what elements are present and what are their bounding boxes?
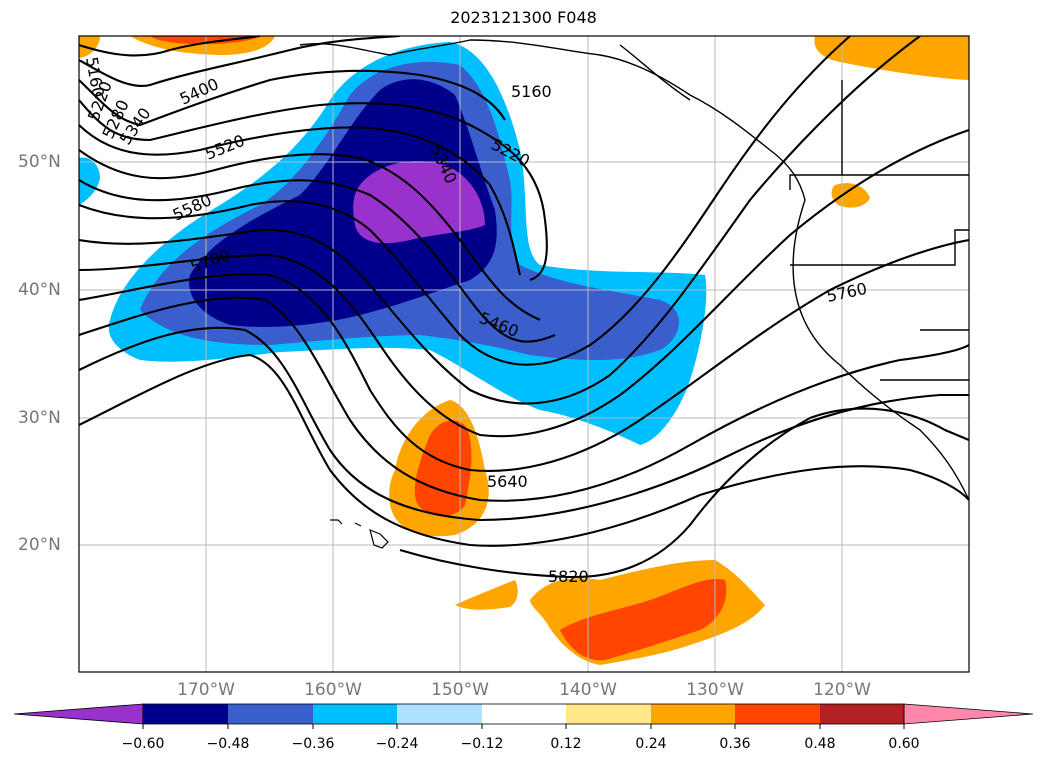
lon-label: 170°W (177, 680, 235, 700)
colorbar-tick-label: 0.12 (550, 736, 582, 752)
colorbar-bin (651, 704, 735, 724)
colorbar-bin (820, 704, 904, 724)
colorbar-under-arrow (13, 703, 144, 725)
lat-label: 30°N (18, 408, 61, 428)
lon-label: 150°W (431, 680, 489, 700)
gridlines (79, 36, 969, 672)
height-contours (79, 36, 969, 579)
map-frame (78, 35, 970, 673)
colorbar-bin (143, 704, 228, 724)
lat-label: 50°N (18, 152, 61, 172)
contour-label: 5820 (548, 567, 589, 586)
lat-label: 20°N (18, 535, 61, 555)
lon-label: 140°W (559, 680, 617, 700)
coastlines (299, 39, 969, 501)
colorbar-tick-label: 0.24 (635, 736, 667, 752)
neg-anomaly-core (353, 161, 485, 244)
islands (330, 519, 389, 549)
lon-label: 120°W (813, 680, 871, 700)
colorbar-tick-label: −0.60 (121, 736, 165, 752)
lat-label: 40°N (18, 280, 61, 300)
colorbar-tick-label: 0.36 (719, 736, 751, 752)
lon-label: 130°W (686, 680, 744, 700)
colorbar-bin (482, 704, 566, 724)
contour-label: 5160 (511, 82, 552, 101)
colorbar-tick-label: 0.48 (804, 736, 836, 752)
colorbar-tick-label: 0.60 (888, 736, 920, 752)
neg-anomaly-west (79, 157, 100, 205)
colorbar-tick-label: −0.12 (460, 736, 504, 752)
colorbar-tick-label: −0.24 (375, 736, 419, 752)
map-title: 2023121300 F048 (450, 8, 597, 27)
colorbar-bin (566, 704, 651, 724)
neg-anomaly-inner (189, 79, 497, 327)
colorbar (13, 703, 1034, 729)
colorbar-tick-label: −0.48 (206, 736, 250, 752)
colorbar-bin (228, 704, 313, 724)
colorbar-bin (397, 704, 482, 724)
colorbar-bin (735, 704, 820, 724)
lon-label: 160°W (304, 680, 362, 700)
colorbar-over-arrow (903, 703, 1034, 725)
colorbar-bin (313, 704, 397, 724)
map-field (79, 36, 969, 672)
colorbar-tick-label: −0.36 (291, 736, 335, 752)
contour-label: 5640 (487, 472, 528, 491)
